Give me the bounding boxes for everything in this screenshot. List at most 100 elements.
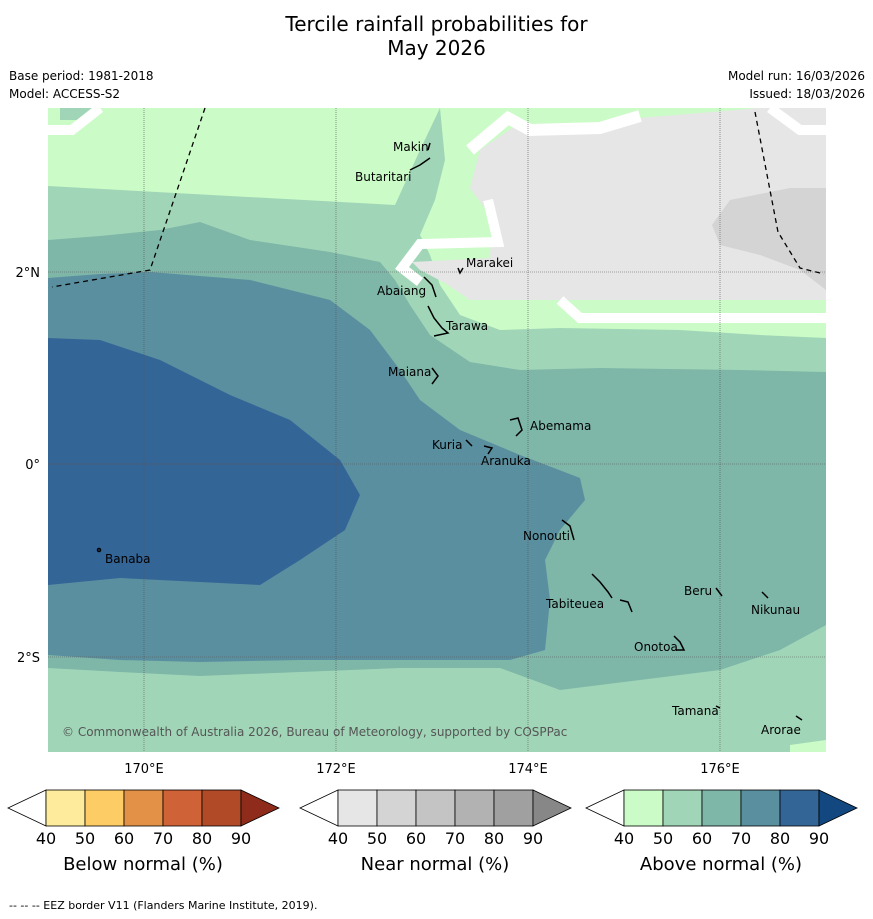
colorbar-above-segment: [623, 789, 664, 827]
colorbar-above-tick: 40: [614, 829, 634, 848]
place-tabiteuea: Tabiteuea: [545, 597, 604, 611]
lat-tick-labels: 2°N 0° 2°S: [16, 266, 41, 666]
colorbar-near-tick: 40: [328, 829, 348, 848]
colorbar-near-tick: 80: [484, 829, 504, 848]
colorbar-below-tick: 70: [153, 829, 173, 848]
place-abaiang: Abaiang: [377, 284, 426, 298]
colorbar-below-tick: 60: [114, 829, 134, 848]
colorbar-below-tick: 50: [75, 829, 95, 848]
probability-field: [48, 108, 826, 752]
place-labels: Makin Butaritari Marakei Abaiang Tarawa …: [105, 140, 801, 737]
colorbar-below-segment: [201, 789, 242, 827]
colorbar-above-segment: [662, 789, 703, 827]
lat-tick-2s: 2°S: [17, 651, 40, 666]
field-gap-central: [556, 296, 826, 323]
place-marakei: Marakei: [466, 256, 513, 270]
colorbar-near-tick: 50: [367, 829, 387, 848]
colorbar-near-segment: [415, 789, 456, 827]
colorbar-below-segment: [162, 789, 203, 827]
place-kuria: Kuria: [432, 438, 463, 452]
colorbar-below-tick: 80: [192, 829, 212, 848]
place-arorae: Arorae: [761, 723, 801, 737]
colorbar-near-segment: [376, 789, 417, 827]
colorbar-below-tick: 90: [231, 829, 251, 848]
field-gap-marakei: [395, 198, 505, 286]
colorbar-above-segment: [701, 789, 742, 827]
place-butaritari: Butaritari: [355, 170, 412, 184]
lon-tick-174: 174°E: [508, 762, 548, 777]
place-banaba: Banaba: [105, 552, 151, 566]
place-tarawa: Tarawa: [445, 319, 488, 333]
eez-footnote: -- -- -- EEZ border V11 (Flanders Marine…: [9, 899, 318, 912]
colorbar-near-low-extend: [299, 789, 339, 827]
colorbar-below-title: Below normal (%): [63, 854, 223, 875]
field-above-40-c: [790, 740, 826, 752]
title-line-2: May 2026: [387, 36, 486, 60]
colorbar-above-low-extend: [585, 789, 625, 827]
field-near-50: [712, 188, 826, 290]
colorbar-above: 40 50 60 70 80 90: [585, 789, 858, 848]
model-run: Model run: 16/03/2026: [727, 69, 865, 83]
field-near-40: [412, 108, 826, 300]
lon-tick-labels: 170°E 172°E 174°E 176°E: [124, 762, 740, 777]
colorbar-near-segment: [454, 789, 495, 827]
lon-tick-170: 170°E: [124, 762, 164, 777]
colorbar-below-segment: [84, 789, 125, 827]
meta-left: Base period: 1981-2018 Model: ACCESS-S2: [9, 67, 154, 103]
field-above-40-a: [48, 108, 440, 205]
place-onotoa: Onotoa: [634, 640, 678, 654]
lat-tick-0: 0°: [25, 458, 40, 473]
lon-tick-172: 172°E: [316, 762, 356, 777]
field-gap-north-right: [767, 108, 826, 135]
copyright-notice: © Commonwealth of Australia 2026, Bureau…: [62, 725, 567, 739]
colorbar-below-segment: [123, 789, 164, 827]
colorbar-near: 40 50 60 70 80 90: [299, 789, 572, 848]
issued-date: Issued: 18/03/2026: [749, 87, 865, 101]
title-line-1: Tercile rainfall probabilities for: [285, 12, 588, 36]
colorbar-near-tick: 70: [445, 829, 465, 848]
place-maiana: Maiana: [388, 365, 431, 379]
colorbar-near-segment: [337, 789, 378, 827]
place-makin: Makin: [393, 140, 429, 154]
colorbar-near-high-extend: [532, 789, 572, 827]
colorbar-above-high-extend: [818, 789, 858, 827]
colorbar-near-tick: 90: [523, 829, 543, 848]
colorbar-above-tick: 80: [770, 829, 790, 848]
colorbar-above-tick: 70: [731, 829, 751, 848]
place-abemama: Abemama: [530, 419, 591, 433]
field-gap-north-west: [48, 108, 104, 135]
field-above-80: [48, 338, 360, 585]
base-period: Base period: 1981-2018: [9, 69, 154, 83]
colorbar-below: 40 50 60 70 80 90: [7, 789, 280, 848]
place-tamana: Tamana: [671, 704, 719, 718]
colorbar-above-title: Above normal (%): [639, 854, 803, 875]
colorbar-below-tick: 40: [36, 829, 56, 848]
lon-tick-176: 176°E: [700, 762, 740, 777]
colorbar-below-segment: [45, 789, 86, 827]
colorbar-above-tick: 90: [809, 829, 829, 848]
graticule: [48, 108, 826, 752]
lat-tick-2n: 2°N: [16, 266, 41, 281]
field-gap-north-east: [466, 110, 642, 155]
model-name: Model: ACCESS-S2: [9, 87, 121, 101]
colorbar-above-tick: 60: [692, 829, 712, 848]
place-nonouti: Nonouti: [523, 529, 570, 543]
colorbars: 40 50 60 70 80 90 40 50 60 70 80 90 40 50 60 70 80 90: [7, 789, 858, 848]
colorbar-below-low-extend: [7, 789, 47, 827]
colorbar-near-tick: 60: [406, 829, 426, 848]
eez-border: [51, 107, 825, 288]
colorbar-below-high-extend: [240, 789, 280, 827]
place-beru: Beru: [684, 584, 712, 598]
meta-right: Model run: 16/03/2026 Issued: 18/03/2026: [728, 67, 865, 103]
colorbar-above-tick: 50: [653, 829, 673, 848]
place-aranuka: Aranuka: [481, 454, 531, 468]
field-above-50-south: [48, 625, 826, 752]
colorbar-above-segment: [779, 789, 820, 827]
islands: [96, 142, 803, 721]
colorbar-near-segment: [493, 789, 534, 827]
colorbar-above-segment: [740, 789, 781, 827]
chart-title: Tercile rainfall probabilities for May 2…: [0, 12, 873, 60]
place-nikunau: Nikunau: [751, 603, 800, 617]
colorbar-near-title: Near normal (%): [360, 854, 510, 875]
